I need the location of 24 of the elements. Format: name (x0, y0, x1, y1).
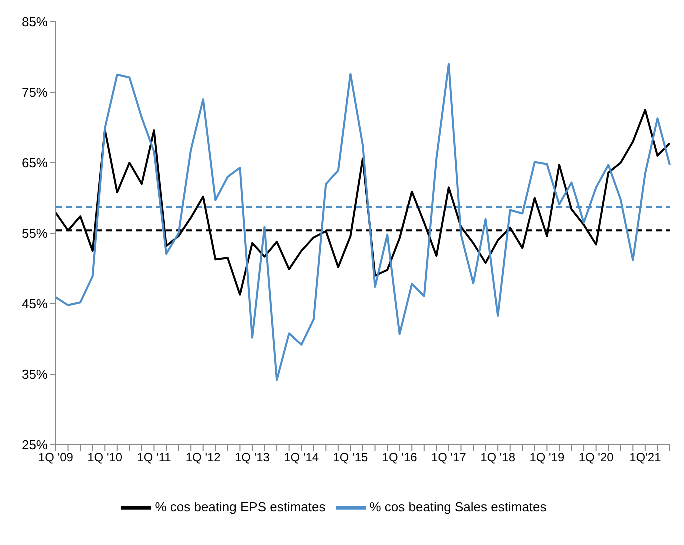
x-tick-label: 1Q '16 (382, 450, 418, 465)
x-tick-label: 1Q '11 (137, 450, 172, 465)
x-tick-label: 1Q '15 (333, 450, 369, 465)
x-tick-label: 1Q '20 (578, 450, 614, 465)
x-tick-label: 1Q'21 (630, 450, 662, 465)
x-tick-label: 1Q '12 (186, 450, 222, 465)
x-tick-label: 1Q '19 (530, 450, 566, 465)
x-tick-label: 1Q '10 (88, 450, 123, 465)
x-tick-label: 1Q '13 (234, 450, 270, 465)
line-series (55, 63, 671, 382)
x-tick-label: 1Q '18 (480, 450, 516, 465)
legend-label: % cos beating Sales estimates (370, 499, 547, 514)
y-tick-label: 65% (22, 156, 48, 171)
y-tick-label: 35% (22, 367, 48, 382)
y-tick-label: 25% (22, 438, 48, 453)
line-series (55, 109, 671, 296)
y-tick-label: 45% (22, 296, 48, 312)
y-tick-label: 85% (22, 14, 48, 30)
y-tick-label: 75% (22, 85, 48, 100)
legend-label: % cos beating EPS estimates (155, 499, 326, 514)
x-tick-label: 1Q '09 (38, 450, 74, 465)
x-tick-label: 1Q '14 (284, 450, 320, 465)
y-tick-label: 55% (22, 226, 48, 242)
x-tick-label: 1Q '17 (431, 450, 467, 465)
